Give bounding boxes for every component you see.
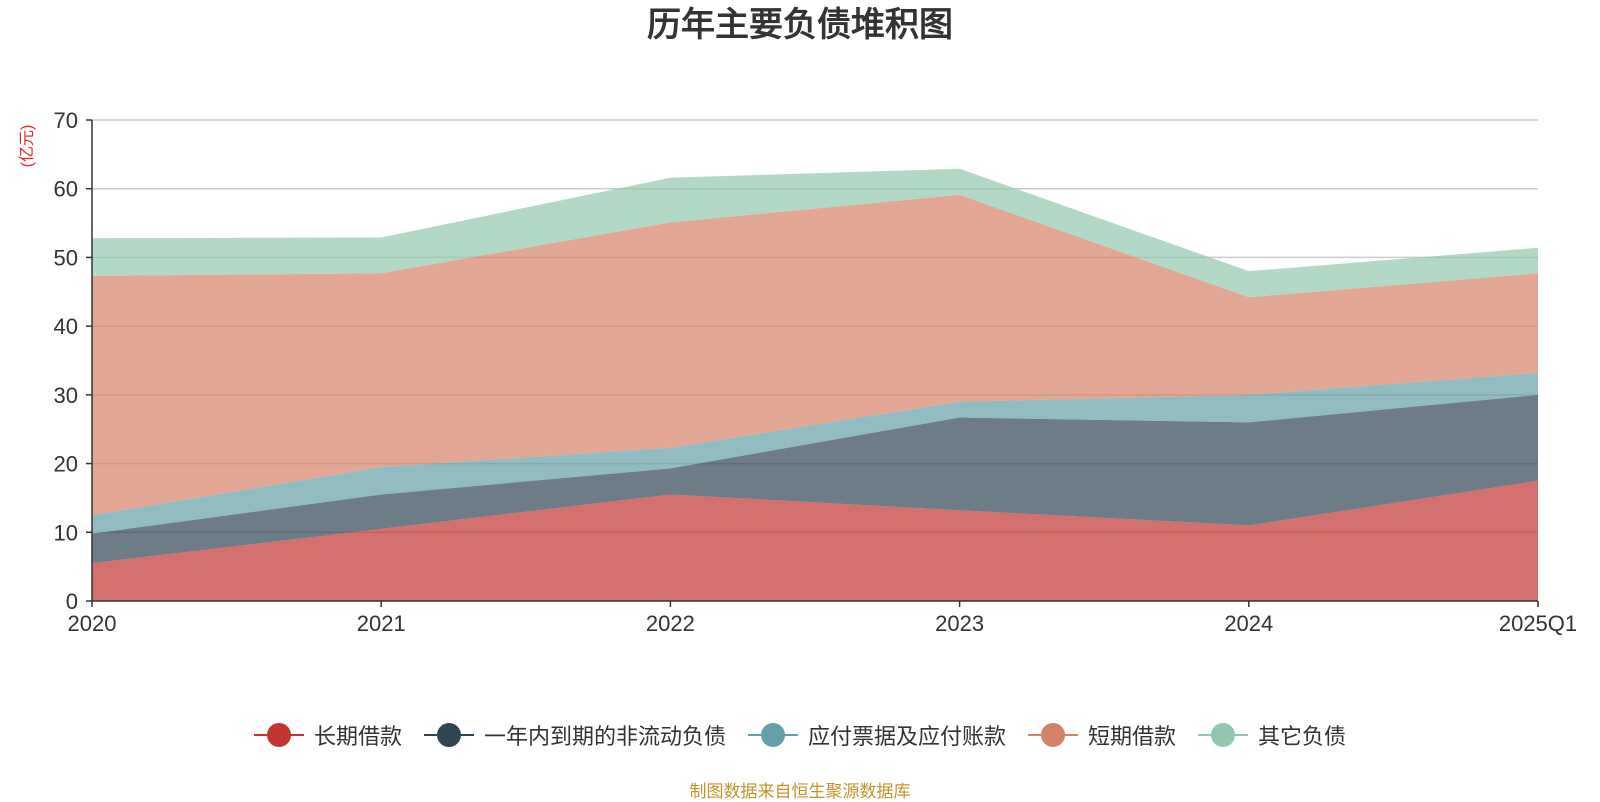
x-tick-label: 2024 (1224, 611, 1273, 636)
y-tick-label: 60 (54, 177, 78, 202)
legend-label: 长期借款 (313, 725, 402, 750)
legend-item[interactable]: 应付票据及应付账款 (747, 719, 1006, 751)
legend-item[interactable]: 一年内到期的非流动负债 (423, 719, 726, 751)
y-tick-label: 40 (54, 314, 78, 339)
legend-marker-icon (253, 722, 304, 748)
y-axis-unit-label: (亿元) (18, 125, 36, 168)
source-note: 制图数据来自恒生聚源数据库 (689, 782, 911, 802)
area-series[interactable] (92, 480, 1538, 601)
legend-label: 短期借款 (1088, 725, 1177, 750)
y-tick-label: 50 (54, 245, 78, 270)
legend-item[interactable]: 长期借款 (253, 719, 402, 751)
area-series[interactable] (92, 168, 1538, 298)
legend-marker-icon (1028, 722, 1078, 748)
y-tick-label: 30 (54, 383, 78, 408)
area-series[interactable] (92, 394, 1538, 564)
x-tick-label: 2020 (68, 611, 117, 636)
axes: 0 10 20 30 40 50 60 70 2020 2021 2022 2023 2024 2025Q… (54, 108, 1578, 636)
legend-label: 一年内到期的非流动负债 (483, 725, 726, 750)
legend-label: 应付票据及应付账款 (807, 725, 1006, 750)
area-series[interactable] (92, 372, 1538, 534)
legend-marker-icon (1198, 722, 1249, 748)
legend-marker-icon (747, 722, 798, 748)
y-tick-label: 0 (66, 589, 78, 614)
area-series[interactable] (92, 194, 1538, 516)
legend-item[interactable]: 其它负债 (1198, 719, 1346, 751)
y-tick-label: 70 (54, 108, 78, 133)
y-tick-label: 20 (54, 452, 78, 477)
x-tick-label: 2022 (646, 611, 695, 636)
x-tick-label: 2025Q1 (1499, 611, 1577, 636)
x-tick-label: 2021 (357, 611, 406, 636)
x-tick-label: 2023 (935, 611, 984, 636)
legend-marker-icon (423, 722, 474, 748)
legend-label: 其它负债 (1258, 725, 1347, 750)
y-tick-label: 10 (54, 520, 78, 545)
chart-legend: 长期借款 一年内到期的非流动负债 应付票据及应付账款 短期借款 其它负债 (0, 718, 1600, 752)
chart-title: 历年主要负债堆积图 (647, 5, 953, 45)
legend-item[interactable]: 短期借款 (1028, 719, 1176, 751)
stacked-area-chart: 0 10 20 30 40 50 60 70 2020 2021 2022 2023 2024 2025Q… (18, 108, 1578, 636)
area-series-layer (92, 168, 1538, 601)
